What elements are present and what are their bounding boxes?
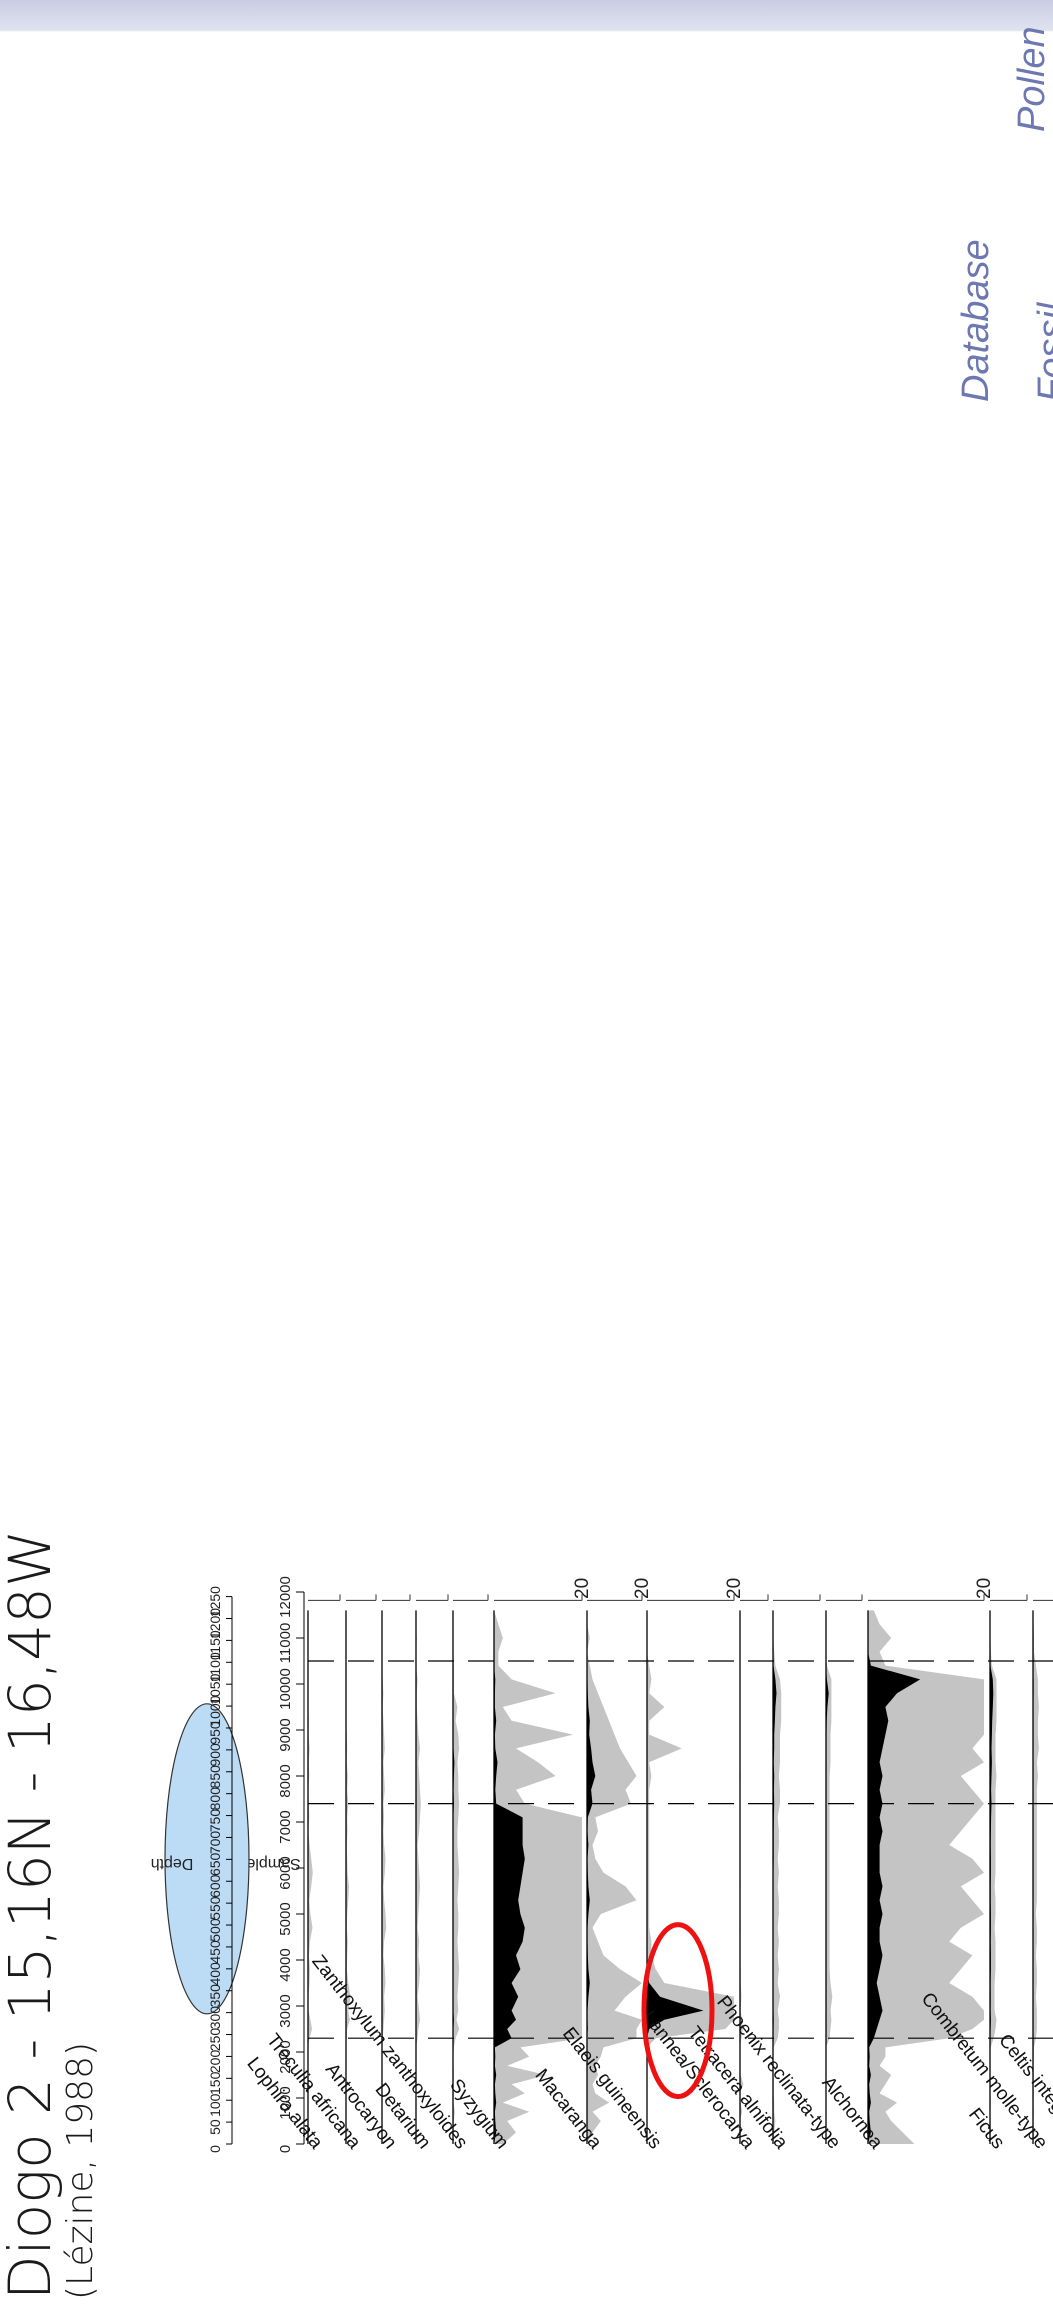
depth-tick-label: 0 bbox=[207, 2145, 223, 2153]
depth-tick-label: 600 bbox=[207, 1874, 223, 1898]
taxon-strip bbox=[1032, 1599, 1053, 2144]
depth-axis-label: Depth bbox=[151, 1855, 194, 1872]
age-tick-label: 3000 bbox=[277, 1994, 294, 2027]
taxon-curve bbox=[587, 1610, 596, 2144]
age-tick-label: 9000 bbox=[277, 1718, 294, 1751]
taxon-strip bbox=[307, 1594, 341, 2144]
site-title: Diogo 2 - 15,16N - 16,48W bbox=[0, 1529, 64, 2300]
age-tick-label: 6000 bbox=[277, 1856, 294, 1889]
taxon-label: Ficus bbox=[964, 2104, 1009, 2153]
age-tick-label: 2000 bbox=[277, 2040, 294, 2073]
depth-tick-label: 250 bbox=[207, 2028, 223, 2052]
taxon-exaggeration bbox=[826, 1610, 833, 2144]
taxon-strip bbox=[739, 1594, 769, 2144]
taxon-tick-label: 20 bbox=[572, 1578, 593, 1599]
taxon-exaggeration bbox=[1033, 1610, 1039, 2144]
depth-axis bbox=[164, 1596, 250, 2145]
depth-tick-label: 700 bbox=[207, 1831, 223, 1855]
depth-tick-label: 500 bbox=[207, 1918, 223, 1942]
taxon-strip bbox=[825, 1594, 863, 2144]
taxon-tick-label: 20 bbox=[974, 1578, 995, 1599]
taxon-strip bbox=[772, 1594, 821, 2144]
taxon-strip bbox=[586, 1594, 643, 2144]
pollen-header: Pollen bbox=[1011, 26, 1053, 132]
taxon-curve bbox=[868, 1610, 921, 2144]
taxon-exaggeration bbox=[308, 1610, 313, 2144]
taxon-exaggeration bbox=[382, 1610, 387, 2144]
taxon-exaggeration bbox=[416, 1610, 421, 2144]
depth-tick-label: 100 bbox=[207, 2093, 223, 2117]
taxon-exaggeration bbox=[868, 1610, 984, 2144]
depth-tick-label: 50 bbox=[207, 2119, 223, 2135]
age-tick-label: 0 bbox=[277, 2145, 294, 2153]
taxon-tick-label: 20 bbox=[724, 1578, 745, 1599]
depth-tick-label: 950 bbox=[207, 1721, 223, 1745]
taxon-strip bbox=[345, 1594, 377, 2144]
depth-tick-label: 350 bbox=[207, 1984, 223, 2008]
taxon-tick-label: 20 bbox=[632, 1578, 653, 1599]
depth-tick-label: 150 bbox=[207, 2071, 223, 2095]
database-header: Database bbox=[955, 239, 997, 402]
taxon-curve bbox=[773, 1610, 777, 2144]
taxon-strip bbox=[867, 1594, 985, 2144]
taxon-exaggeration bbox=[346, 1610, 351, 2144]
taxon-curve bbox=[494, 1610, 525, 2144]
depth-tick-label: 1100 bbox=[207, 1652, 223, 1682]
taxon-strip bbox=[381, 1594, 411, 2144]
taxon-exaggeration bbox=[494, 1610, 582, 2144]
taxon-exaggeration bbox=[453, 1610, 460, 2144]
age-tick-label: 1000 bbox=[277, 2086, 294, 2119]
age-tick-label: 4000 bbox=[277, 1948, 294, 1981]
depth-tick-label: 300 bbox=[207, 2006, 223, 2030]
taxon-strip bbox=[452, 1594, 489, 2144]
depth-tick-label: 1200 bbox=[207, 1608, 223, 1639]
taxon-exaggeration bbox=[773, 1610, 782, 2144]
taxon-strip bbox=[493, 1594, 583, 2144]
age-axis bbox=[296, 1591, 305, 2145]
taxon-curve bbox=[990, 1610, 994, 2144]
taxon-strip bbox=[989, 1594, 1028, 2144]
taxon-exaggeration bbox=[587, 1610, 642, 2144]
age-tick-label: 5000 bbox=[277, 1902, 294, 1935]
depth-tick-label: 200 bbox=[207, 2050, 223, 2074]
age-tick-label: 11000 bbox=[277, 1623, 294, 1664]
depth-tick-label: 450 bbox=[207, 1940, 223, 1964]
diagram-panel: Lophira alata Treculia africana Antrocaryo… bbox=[16, 32, 1053, 2306]
site-citation: (Lézine, 1988) bbox=[60, 2041, 101, 2300]
depth-tick-label: 400 bbox=[207, 1962, 223, 1986]
age-tick-label: 12000 bbox=[277, 1576, 294, 1618]
depth-tick-label: 850 bbox=[207, 1765, 223, 1789]
depth-tick-label: 750 bbox=[207, 1809, 223, 1833]
depth-tick-label: 1000 bbox=[207, 1695, 223, 1726]
taxon-strip bbox=[415, 1594, 449, 2144]
fossil-header: Fossil bbox=[1031, 302, 1053, 402]
highlight-circle bbox=[641, 1922, 715, 2100]
age-tick-label: 8000 bbox=[277, 1764, 294, 1797]
depth-tick-label: 650 bbox=[207, 1852, 223, 1876]
depth-tick-label: 800 bbox=[207, 1787, 223, 1811]
age-tick-label: 7000 bbox=[277, 1810, 294, 1843]
depth-tick-label: 550 bbox=[207, 1896, 223, 1920]
age-tick-label: 10000 bbox=[277, 1668, 294, 1710]
depth-ellipse bbox=[164, 1703, 250, 2015]
depth-tick-label: 1250 bbox=[207, 1586, 223, 1617]
depth-tick-label: 1150 bbox=[207, 1630, 223, 1660]
taxon-curve bbox=[647, 1610, 704, 2144]
depth-tick-label: 1050 bbox=[207, 1673, 223, 1704]
depth-tick-label: 900 bbox=[207, 1743, 223, 1767]
